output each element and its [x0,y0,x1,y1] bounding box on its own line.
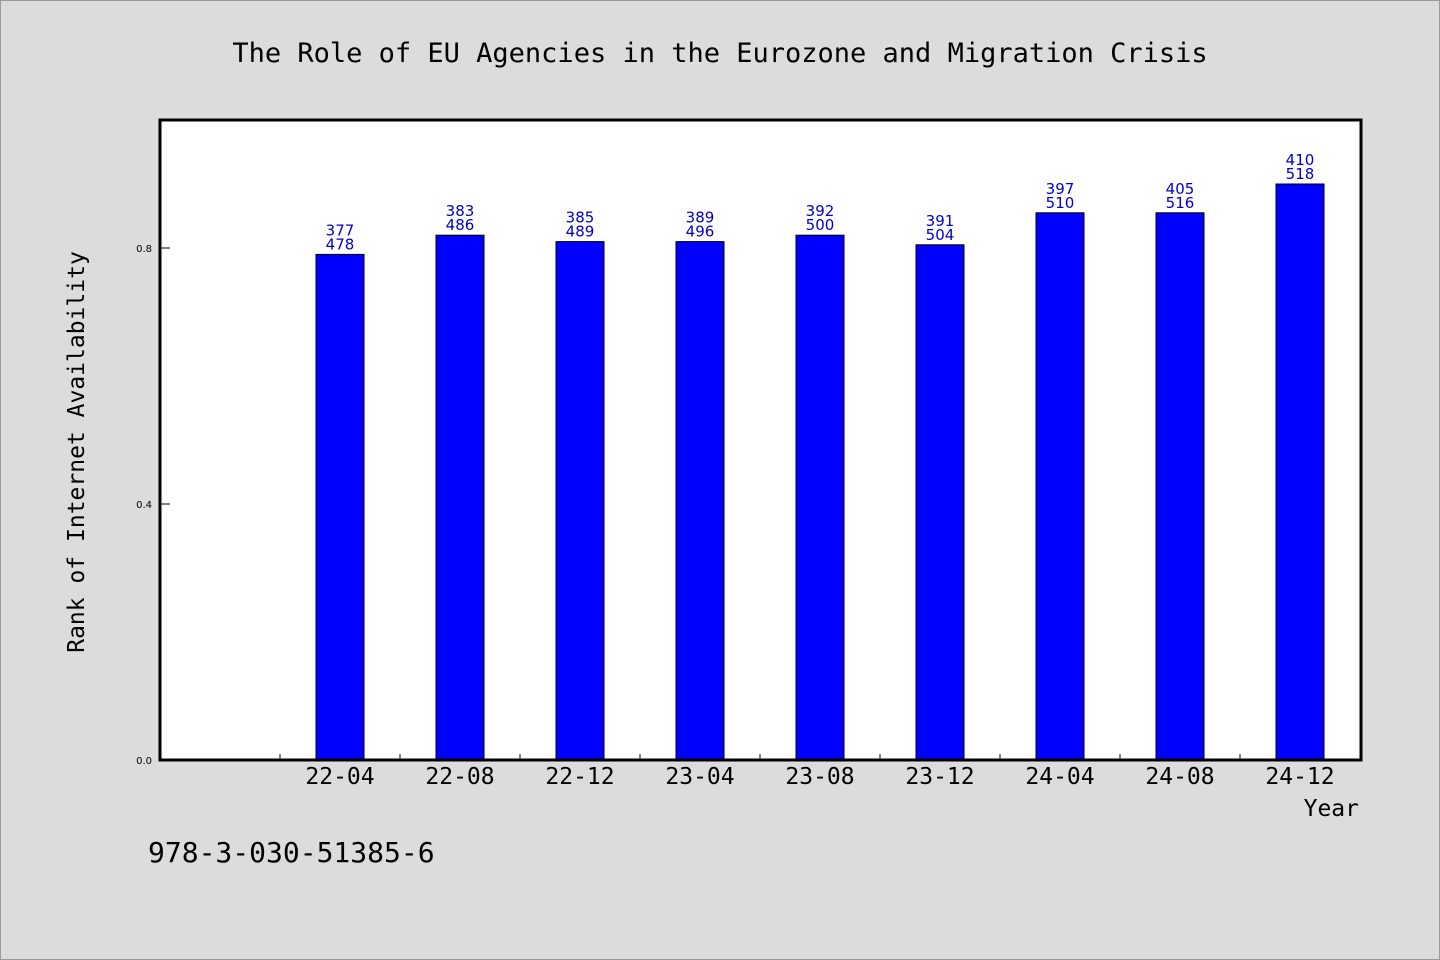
x-tick-label-22-08: 22-08 [425,764,494,790]
y-tick-label-0.0: 0.0 [136,756,152,767]
isbn-footnote: 978-3-030-51385-6 [148,836,435,869]
data-label-top-24-04: 397 [1046,180,1075,198]
data-label-bottom-23-08: 500 [806,216,835,234]
x-tick-label-22-12: 22-12 [545,764,614,790]
x-axis-ticks: 22-04 22-08 22-12 23-04 23-08 23-12 24-04 24-08… [279,754,1335,790]
data-label-bottom-24-04: 510 [1046,194,1075,212]
bar-24-08 [1155,212,1205,761]
bar-23-08 [795,234,845,761]
data-label-top-23-04: 389 [686,209,715,227]
x-tick-label-23-12: 23-12 [905,764,974,790]
x-tick-label-22-04: 22-04 [305,764,374,790]
chart-title: The Role of EU Agencies in the Eurozone … [232,38,1207,69]
y-tick-label-0.8: 0.8 [136,244,152,255]
data-label-top-22-12: 385 [566,209,595,227]
bar-23-04 [675,241,725,761]
x-tick-label-23-08: 23-08 [785,764,854,790]
data-label-bottom-22-12: 489 [566,223,595,241]
x-tick-label-24-08: 24-08 [1145,764,1214,790]
x-tick-label-24-04: 24-04 [1025,764,1094,790]
data-label-top-22-04: 377 [326,221,355,239]
bars-group [315,183,1325,761]
x-axis-label: Year [1304,796,1359,822]
data-label-top-23-08: 392 [806,202,835,220]
data-label-bottom-23-04: 496 [686,223,715,241]
data-label-top-23-12: 391 [926,212,955,230]
data-label-bottom-23-12: 504 [926,226,955,244]
data-label-bottom-24-12: 518 [1286,165,1315,183]
y-axis-ticks: 0.0 0.4 0.8 [136,244,170,767]
bar-24-12 [1275,183,1325,761]
x-tick-label-23-04: 23-04 [665,764,734,790]
bar-22-12 [555,241,605,761]
data-label-top-22-08: 383 [446,202,475,220]
data-label-bottom-22-04: 478 [326,235,355,253]
data-label-top-24-08: 405 [1166,180,1195,198]
data-label-bottom-22-08: 486 [446,216,475,234]
bar-23-12 [915,244,965,761]
x-tick-label-24-12: 24-12 [1265,764,1334,790]
y-tick-label-0.4: 0.4 [136,500,152,511]
bar-22-04 [315,253,365,761]
bar-22-08 [435,234,485,761]
data-label-top-24-12: 410 [1286,151,1315,169]
data-label-bottom-24-08: 516 [1166,194,1195,212]
y-axis-label: Rank of Internet Availability [64,251,90,653]
bar-24-04 [1035,212,1085,761]
